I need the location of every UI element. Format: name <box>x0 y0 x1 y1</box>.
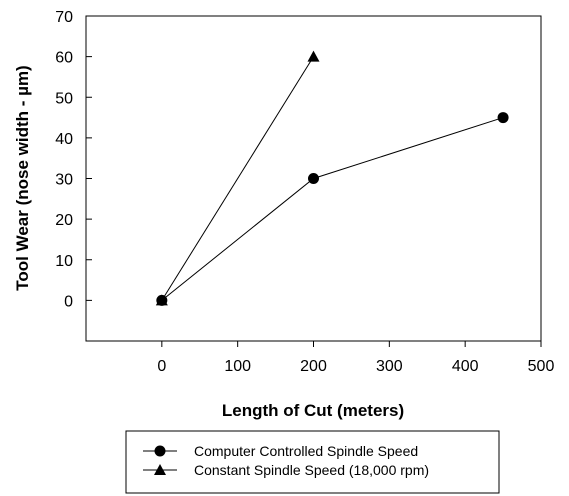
x-tick-label-0: 0 <box>157 358 166 375</box>
series-0-point-1 <box>308 173 319 184</box>
legend-label-0: Computer Controlled Spindle Speed <box>194 443 418 459</box>
y-axis-ticks: 0 10 20 30 40 50 60 70 <box>55 9 92 310</box>
x-axis-ticks: 0 100 200 300 400 500 <box>157 341 554 375</box>
series-line-0 <box>161 117 504 301</box>
y-tick-label-6: 60 <box>55 50 73 67</box>
legend-marker-0 <box>154 445 166 457</box>
series-1 <box>155 50 320 306</box>
x-tick-label-1: 100 <box>224 358 251 375</box>
series-layer <box>155 50 509 306</box>
y-tick-label-0: 0 <box>64 293 73 310</box>
x-tick-label-3: 300 <box>376 358 403 375</box>
series-line-1 <box>161 56 314 301</box>
series-1-point-0 <box>155 294 168 306</box>
y-axis-title: Tool Wear (nose width - µm) <box>13 65 32 290</box>
legend: Computer Controlled Spindle Speed Consta… <box>125 430 500 494</box>
x-tick-label-2: 200 <box>300 358 327 375</box>
legend-marker-1 <box>154 464 166 475</box>
y-tick-label-1: 10 <box>55 253 73 270</box>
series-0 <box>156 112 509 306</box>
y-tick-label-4: 40 <box>55 131 73 148</box>
legend-label-1: Constant Spindle Speed (18,000 rpm) <box>194 462 429 478</box>
x-axis-title: Length of Cut (meters) <box>222 401 404 420</box>
series-1-point-1 <box>307 50 320 62</box>
x-tick-label-5: 500 <box>528 358 555 375</box>
y-tick-label-5: 50 <box>55 90 73 107</box>
x-tick-label-4: 400 <box>452 358 479 375</box>
y-tick-label-3: 30 <box>55 172 73 189</box>
legend-box <box>125 430 500 494</box>
y-tick-label-7: 70 <box>55 9 73 26</box>
series-0-point-2 <box>497 112 509 124</box>
y-tick-label-2: 20 <box>55 212 73 229</box>
